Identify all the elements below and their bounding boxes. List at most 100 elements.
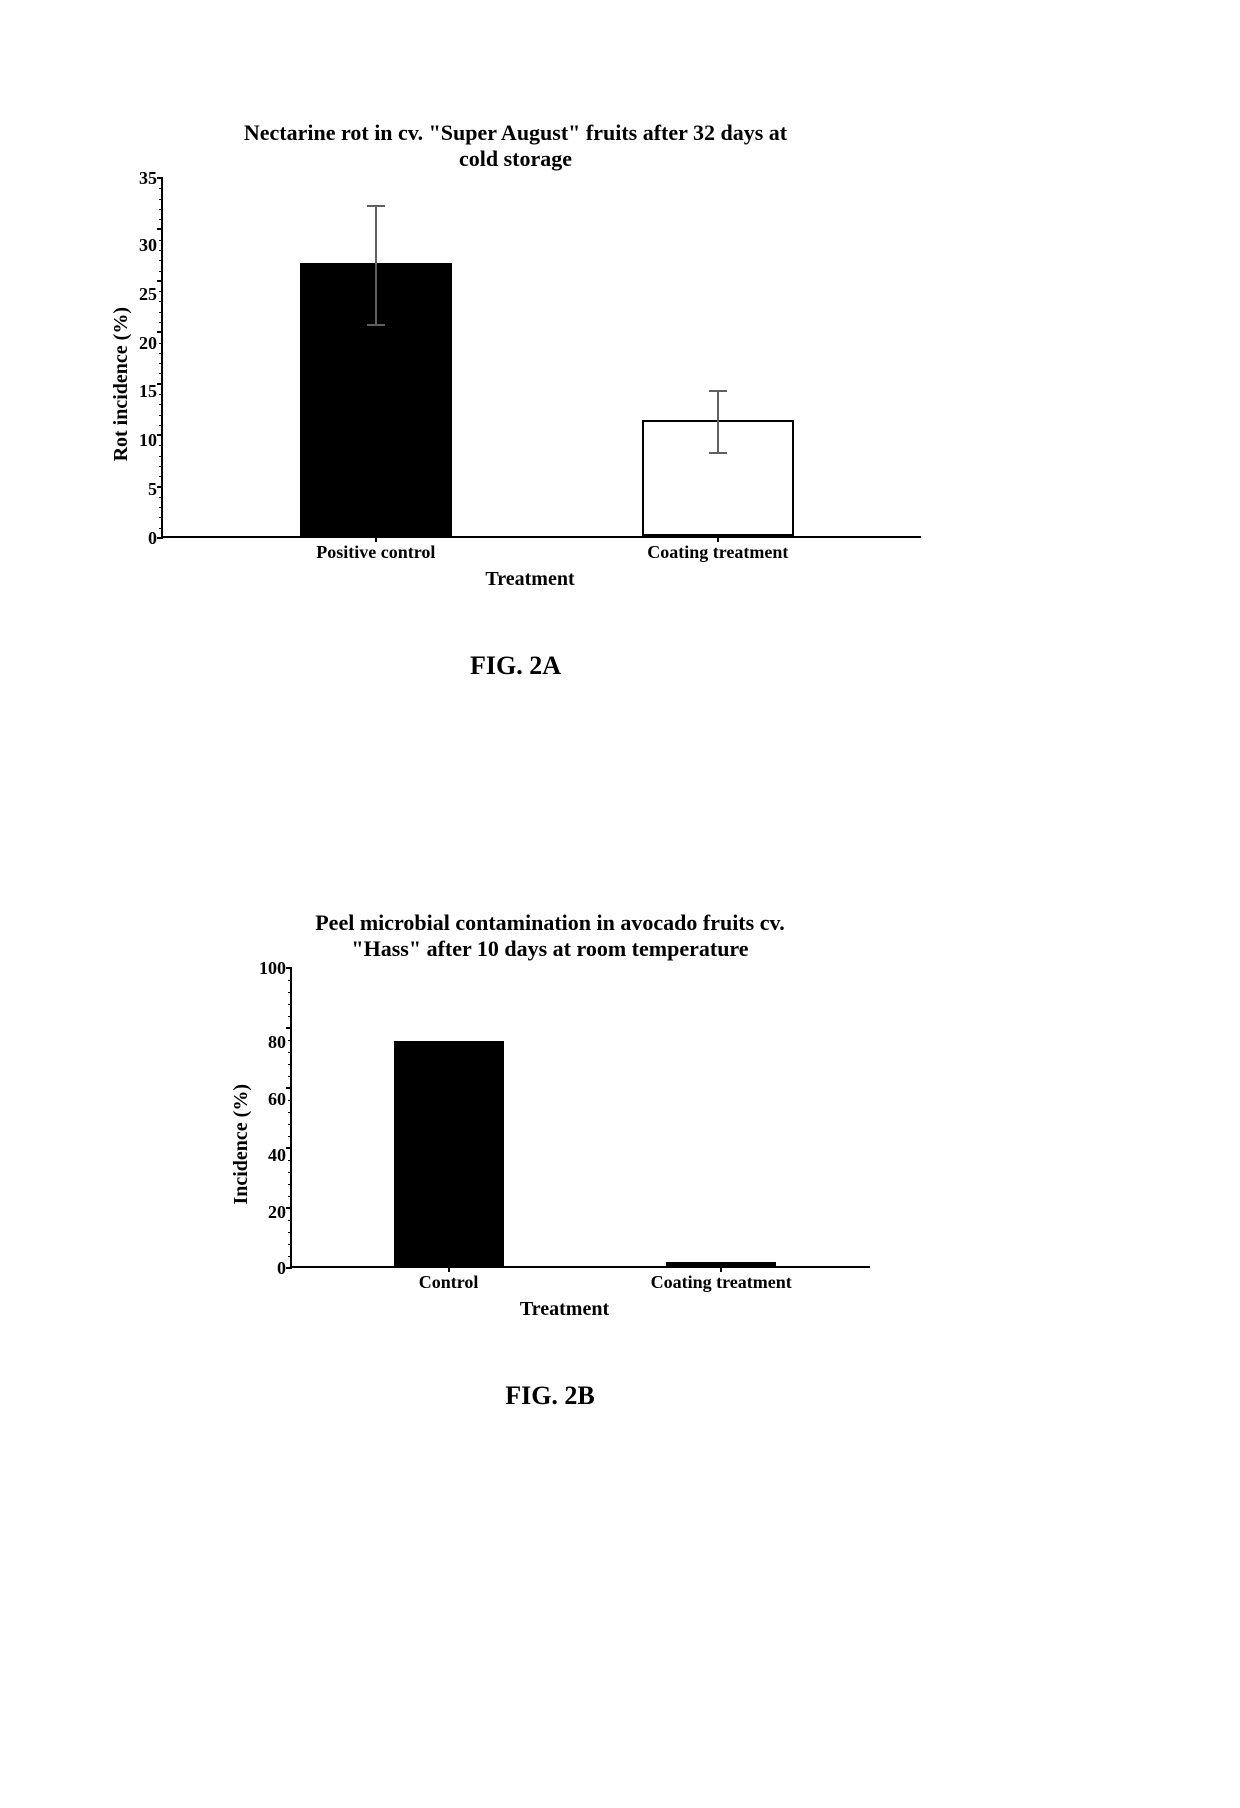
ytick-minor [288,1184,292,1185]
figure-caption-a: FIG. 2A [470,651,561,681]
figure-2a-panel: Nectarine rot in cv. "Super August" frui… [110,120,921,681]
ytick-label: 0 [148,529,157,547]
ytick-mark [286,1207,292,1209]
ytick-minor [159,209,163,210]
error-cap [709,390,727,392]
xlabel-b: Treatment [520,1298,609,1321]
ytick-mark [157,228,163,230]
ytick-minor [159,260,163,261]
xtick-label: Coating treatment [647,542,788,563]
error-cap [367,324,385,326]
ytick-minor [288,1004,292,1005]
ytick-minor [159,404,163,405]
ytick-minor [159,343,163,344]
ytick-label: 5 [148,480,157,498]
ylabel-a: Rot incidence (%) [110,307,133,461]
ytick-minor [288,1220,292,1221]
yaxis-a: 35302520151050 [139,178,161,538]
ytick-minor [159,425,163,426]
ytick-minor [288,1076,292,1077]
ytick-minor [288,1172,292,1173]
ytick-minor [288,1052,292,1053]
ytick-mark [157,434,163,436]
error-cap [709,452,727,454]
ytick-minor [159,199,163,200]
ytick-minor [159,188,163,189]
ytick-minor [288,1112,292,1113]
ytick-minor [159,291,163,292]
ytick-minor [159,219,163,220]
ylabel-b: Incidence (%) [230,1084,253,1205]
ytick-minor [159,394,163,395]
ytick-minor [288,1040,292,1041]
ytick-mark [157,331,163,333]
ytick-minor [288,992,292,993]
ytick-minor [159,373,163,374]
ytick-label: 30 [139,236,157,254]
ytick-minor [159,353,163,354]
xtick-label: Control [419,1272,479,1293]
ytick-label: 0 [277,1259,286,1277]
ytick-label: 15 [139,382,157,400]
bar [394,1041,504,1266]
ytick-label: 35 [139,169,157,187]
ytick-mark [157,383,163,385]
ytick-minor [159,322,163,323]
plot-row-b: 100806040200 ControlCoating treatment [259,968,870,1268]
ytick-label: 25 [139,285,157,303]
error-bar [375,206,377,325]
plot-col-a: 35302520151050 Positive controlCoating t… [139,178,921,591]
ytick-minor [288,1244,292,1245]
ytick-mark [286,1267,292,1269]
figure-2b-panel: Peel microbial contamination in avocado … [230,910,870,1411]
ytick-minor [288,980,292,981]
ytick-minor [159,476,163,477]
ytick-minor [159,240,163,241]
plot-row-a: 35302520151050 Positive controlCoating t… [139,178,921,538]
ytick-mark [286,1027,292,1029]
ytick-label: 10 [139,431,157,449]
ytick-minor [159,456,163,457]
ytick-minor [159,271,163,272]
ytick-mark [157,486,163,488]
ytick-minor [159,250,163,251]
error-bar [717,391,719,453]
ytick-minor [159,363,163,364]
ytick-minor [288,1100,292,1101]
ytick-label: 20 [139,334,157,352]
ytick-minor [159,445,163,446]
ytick-label: 80 [268,1033,286,1051]
ytick-minor [159,466,163,467]
ytick-minor [159,312,163,313]
xtick-label: Coating treatment [651,1272,792,1293]
ytick-minor [159,415,163,416]
plot-area-b: ControlCoating treatment [290,968,870,1268]
ytick-mark [286,1147,292,1149]
ytick-mark [157,537,163,539]
ytick-minor [159,497,163,498]
ytick-label: 20 [268,1203,286,1221]
ytick-label: 40 [268,1146,286,1164]
error-cap [367,205,385,207]
ytick-minor [288,1016,292,1017]
ytick-minor [288,1136,292,1137]
ytick-minor [288,1256,292,1257]
plot-area-a: Positive controlCoating treatment [161,178,921,538]
ytick-minor [288,1196,292,1197]
ytick-minor [159,507,163,508]
ytick-label: 100 [259,959,286,977]
ytick-label: 60 [268,1090,286,1108]
ytick-minor [159,528,163,529]
ytick-mark [157,280,163,282]
chart-title-a: Nectarine rot in cv. "Super August" frui… [244,120,787,172]
chart-wrap-b: Incidence (%) 100806040200 ControlCoatin… [230,968,870,1321]
chart-title-b: Peel microbial contamination in avocado … [315,910,785,962]
ytick-minor [159,517,163,518]
ytick-mark [286,967,292,969]
ytick-minor [288,1064,292,1065]
plot-col-b: 100806040200 ControlCoating treatment Tr… [259,968,870,1321]
yaxis-b: 100806040200 [259,968,290,1268]
ytick-mark [157,177,163,179]
ytick-mark [286,1087,292,1089]
xtick-label: Positive control [316,542,435,563]
